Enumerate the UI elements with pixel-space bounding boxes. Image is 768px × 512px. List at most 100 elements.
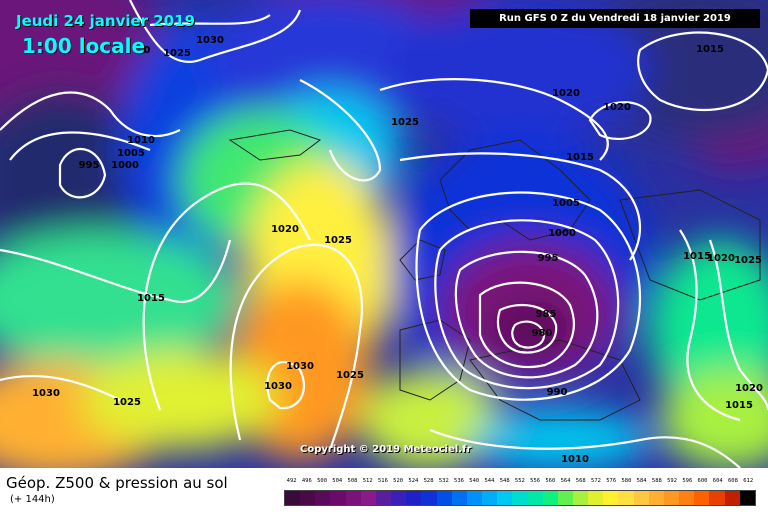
isobar-1020-ne: [588, 101, 652, 140]
colorbar-swatch: [375, 491, 392, 505]
isobar-label: 1025: [391, 117, 419, 128]
forecast-date: Jeudi 24 janvier 2019: [16, 12, 196, 30]
colorbar-swatch: [360, 491, 376, 505]
colorbar-swatch: [572, 491, 589, 505]
isobar-1030-c: [266, 360, 305, 410]
isobar-label: 0: [144, 45, 151, 56]
isobar-1030-nw: [149, 14, 271, 27]
colorbar-swatch: [588, 491, 604, 505]
colorbar: [284, 490, 756, 506]
colorbar-swatch: [618, 491, 634, 505]
colorbar-tick-label: 508: [347, 478, 358, 484]
isobar-1025-c: [229, 243, 363, 451]
isobar-1005-e: [415, 191, 642, 401]
isobar-1020-n: [379, 78, 609, 161]
colorbar-tick-label: 552: [514, 478, 525, 484]
isobar-label: 1010: [127, 135, 155, 146]
isobar-label: 1025: [336, 370, 364, 381]
colorbar-swatch: [466, 491, 483, 505]
colorbar-swatch: [436, 491, 452, 505]
model-run-label: Run GFS 0 Z du Vendredi 18 janvier 2019: [470, 9, 760, 28]
colorbar-tick-label: 604: [712, 478, 723, 484]
colorbar-tick-label: 492: [286, 478, 297, 484]
isobars: [0, 0, 768, 468]
colorbar-tick-label: 516: [377, 478, 388, 484]
colorbar-tick-label: 500: [317, 478, 328, 484]
isobar-label: 1020: [603, 102, 631, 113]
colorbar-swatch: [330, 491, 346, 505]
isobar-1015-w: [0, 239, 232, 303]
colorbar-swatch: [679, 491, 695, 505]
isobar-label: 1010: [561, 454, 589, 465]
legend-title: Géop. Z500 & pression au sol: [6, 474, 228, 492]
isobar-1030-sw: [0, 374, 121, 401]
colorbar-tick-label: 560: [545, 478, 556, 484]
isobar-1000-e: [434, 219, 620, 390]
colorbar-tick-label: 584: [636, 478, 647, 484]
colorbar-tick-label: 580: [621, 478, 632, 484]
isobar-1015-ne: [637, 31, 768, 112]
forecast-time: 1:00 locale: [22, 34, 146, 58]
colorbar-swatch: [694, 491, 710, 505]
colorbar-tick-label: 576: [606, 478, 617, 484]
colorbar-swatch: [391, 491, 407, 505]
legend-footer: Géop. Z500 & pression au sol (+ 144h) 49…: [0, 468, 768, 512]
isobar-1020-e: [708, 239, 768, 411]
colorbar-ticks: 492 496 500 504 508 512 516 520 524 528 532 536 540 5…: [284, 478, 756, 488]
isobar-label: 1015: [696, 44, 724, 55]
isobar-label: 1015: [725, 400, 753, 411]
colorbar-tick-label: 596: [682, 478, 693, 484]
colorbar-tick-label: 588: [651, 478, 662, 484]
colorbar-tick-label: 548: [499, 478, 510, 484]
colorbar-swatch: [724, 491, 740, 505]
colorbar-tick-label: 520: [393, 478, 404, 484]
colorbar-swatch: [315, 491, 331, 505]
isobar-label: 995: [79, 160, 100, 171]
isobar-label: 1000: [548, 228, 576, 239]
isobar-label: 1030: [264, 381, 292, 392]
colorbar-swatch: [512, 491, 528, 505]
colorbar-tick-label: 512: [362, 478, 373, 484]
colorbar-swatch: [527, 491, 543, 505]
forecast-lead-time: (+ 144h): [10, 494, 55, 505]
isobar-label: 1015: [683, 251, 711, 262]
isobar-label: 1025: [163, 48, 191, 59]
isobar-label: 1025: [324, 235, 352, 246]
isobar-1005-w: [9, 131, 151, 161]
isobar-label: 1020: [552, 88, 580, 99]
isobar-label: 1025: [113, 397, 141, 408]
copyright-text: Copyright © 2019 Meteociel.fr: [300, 444, 472, 455]
colorbar-tick-label: 524: [408, 478, 419, 484]
colorbar-tick-label: 568: [575, 478, 586, 484]
isobar-label: 1030: [196, 35, 224, 46]
isobar-label: 1020: [735, 383, 763, 394]
isobar-995-w: [58, 147, 107, 199]
colorbar-swatch: [633, 491, 649, 505]
isobar-label: 980: [532, 328, 553, 339]
colorbar-tick-label: 504: [332, 478, 343, 484]
isobar-1020-c: [142, 182, 311, 411]
colorbar-tick-label: 532: [438, 478, 449, 484]
isobar-label: 1020: [271, 224, 299, 235]
colorbar-tick-label: 496: [301, 478, 312, 484]
colorbar-tick-label: 544: [484, 478, 495, 484]
isobar-980: [511, 320, 546, 349]
isobar-label: 1005: [117, 148, 145, 159]
isobar-1015-n: [399, 152, 642, 261]
isobar-label: 1000: [111, 160, 139, 171]
colorbar-swatch: [285, 491, 301, 505]
isobar-label: 1030: [286, 361, 314, 372]
isobar-labels: 1030 1025 1010 1005 1000 995 1025 1020 1…: [32, 35, 763, 465]
colorbar-swatch: [709, 491, 725, 505]
colorbar-swatch: [542, 491, 558, 505]
colorbar-tick-label: 572: [591, 478, 601, 484]
colorbar-swatch: [663, 491, 680, 505]
colorbar-tick-label: 612: [743, 478, 754, 484]
colorbar-swatch: [421, 491, 437, 505]
colorbar-swatch: [603, 491, 619, 505]
isobar-label: 1015: [566, 152, 594, 163]
colorbar-swatch: [406, 491, 422, 505]
isobar-label: 990: [547, 387, 568, 398]
isobar-label: 1030: [32, 388, 60, 399]
